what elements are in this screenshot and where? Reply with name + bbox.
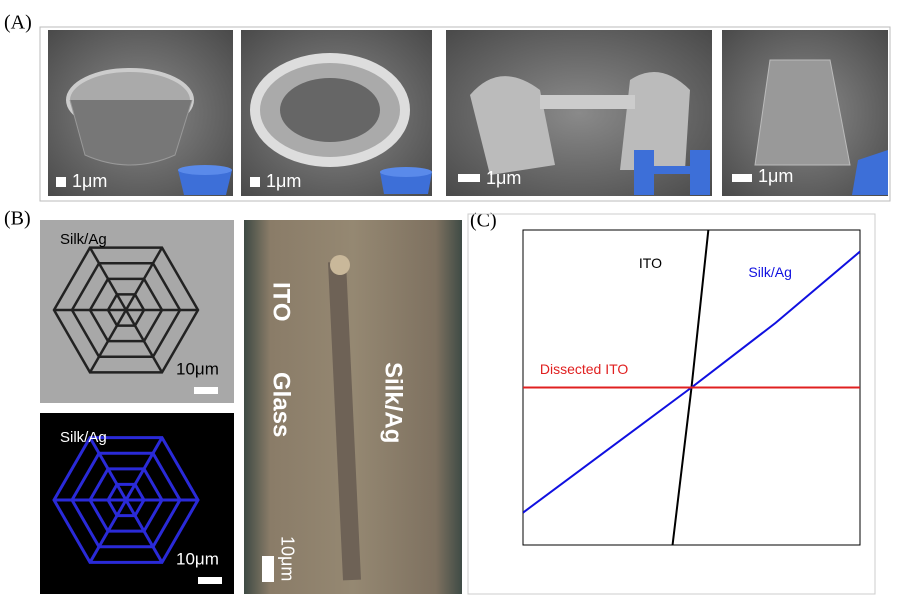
y-tick-label: 0 xyxy=(507,378,515,394)
scale-label: 10μm xyxy=(277,536,297,581)
panel-label: (A) xyxy=(4,12,32,34)
y-tick-label: −2 xyxy=(499,421,515,437)
x-tick-label: 0.4 xyxy=(766,553,786,569)
image-label: Silk/Ag xyxy=(60,429,107,446)
scale-bar xyxy=(732,174,752,182)
panel-frame xyxy=(468,214,875,594)
y-tick-label: −4 xyxy=(499,465,515,481)
figure: (A) 1μm 1μm 1μm 1μm (B) Silk/Ag 10μm Sil… xyxy=(0,0,901,596)
scale-bar xyxy=(458,174,480,182)
scale-label: 1μm xyxy=(758,166,793,186)
series-label: Dissected ITO xyxy=(540,361,629,377)
x-tick-label: −0.8 xyxy=(509,553,537,569)
x-tick-label: 0.8 xyxy=(850,553,870,569)
panel-label: (B) xyxy=(4,208,31,230)
y-tick-label: 2 xyxy=(507,335,515,351)
scale-label: 1μm xyxy=(72,171,107,191)
scale-bar xyxy=(262,556,274,582)
photo-label: Glass xyxy=(268,372,295,437)
scale-label: 1μm xyxy=(266,171,301,191)
y-tick-label: −6 xyxy=(499,508,515,524)
scale-bar xyxy=(56,177,66,187)
scale-label: 10μm xyxy=(176,359,219,378)
image-label: Silk/Ag xyxy=(60,231,107,248)
series-label: ITO xyxy=(639,255,662,271)
x-tick-label: 0 xyxy=(688,553,696,569)
y-tick-label: 6 xyxy=(507,249,515,265)
scale-label: 1μm xyxy=(486,168,521,188)
y-tick-label: 4 xyxy=(507,292,515,308)
series-label: Silk/Ag xyxy=(748,264,792,280)
panel-label: (C) xyxy=(470,210,497,232)
photo-label: ITO xyxy=(268,282,295,322)
scale-bar xyxy=(194,387,218,394)
x-tick-label: −0.4 xyxy=(593,553,621,569)
plot: −0.8 −0.4 0 0.4 0.8 −6 −4 −2 0 2 4 6 Voltage (V) Curr… xyxy=(475,230,870,589)
silk-dot xyxy=(330,255,350,275)
photo-label: Silk/Ag xyxy=(380,362,407,443)
scale-bar xyxy=(250,177,260,187)
scale-bar xyxy=(198,577,222,584)
y-axis-label: Current (mA) xyxy=(475,350,490,425)
x-axis-label: Voltage (V) xyxy=(659,574,723,589)
scale-label: 10μm xyxy=(176,549,219,568)
